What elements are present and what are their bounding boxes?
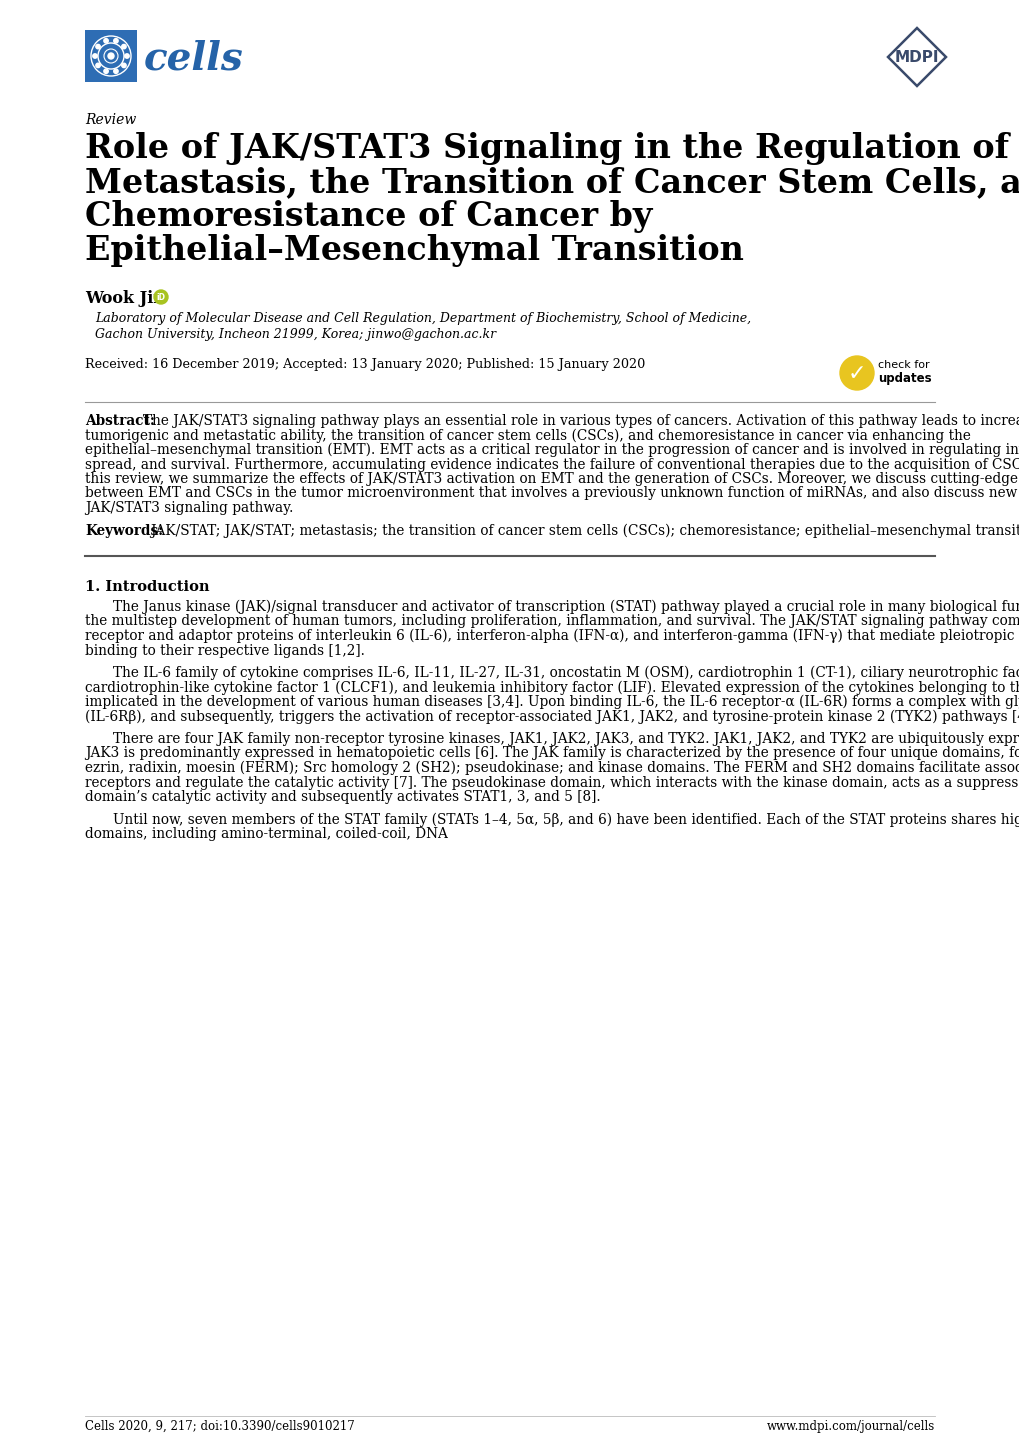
- Text: the multistep development of human tumors, including proliferation, inflammation: the multistep development of human tumor…: [85, 614, 1019, 629]
- Circle shape: [104, 39, 108, 43]
- Text: The Janus kinase (JAK)/signal transducer and activator of transcription (STAT) p: The Janus kinase (JAK)/signal transducer…: [113, 600, 1019, 614]
- Circle shape: [114, 39, 118, 43]
- Text: Abstract:: Abstract:: [85, 414, 155, 428]
- Circle shape: [104, 69, 108, 74]
- Text: Received: 16 December 2019; Accepted: 13 January 2020; Published: 15 January 202: Received: 16 December 2019; Accepted: 13…: [85, 358, 645, 371]
- Text: The JAK/STAT3 signaling pathway plays an essential role in various types of canc: The JAK/STAT3 signaling pathway plays an…: [143, 414, 1019, 428]
- Text: Chemoresistance of Cancer by: Chemoresistance of Cancer by: [85, 200, 652, 234]
- Text: JAK/STAT3 signaling pathway.: JAK/STAT3 signaling pathway.: [85, 500, 293, 515]
- Text: ezrin, radixin, moesin (FERM); Src homology 2 (SH2); pseudokinase; and kinase do: ezrin, radixin, moesin (FERM); Src homol…: [85, 761, 1019, 776]
- Text: cardiotrophin-like cytokine factor 1 (CLCF1), and leukemia inhibitory factor (LI: cardiotrophin-like cytokine factor 1 (CL…: [85, 681, 1019, 695]
- Text: iD: iD: [156, 293, 165, 301]
- Circle shape: [96, 45, 100, 49]
- Circle shape: [154, 290, 168, 304]
- Text: tumorigenic and metastatic ability, the transition of cancer stem cells (CSCs), : tumorigenic and metastatic ability, the …: [85, 428, 970, 443]
- Text: spread, and survival. Furthermore, accumulating evidence indicates the failure o: spread, and survival. Furthermore, accum…: [85, 457, 1019, 472]
- Text: Until now, seven members of the STAT family (STATs 1–4, 5α, 5β, and 6) have been: Until now, seven members of the STAT fam…: [113, 812, 1019, 826]
- Text: receptor and adaptor proteins of interleukin 6 (IL-6), interferon-alpha (IFN-α),: receptor and adaptor proteins of interle…: [85, 629, 1019, 643]
- Text: MDPI: MDPI: [894, 49, 938, 65]
- Circle shape: [96, 63, 100, 68]
- Text: cells: cells: [144, 39, 244, 76]
- Text: between EMT and CSCs in the tumor microenvironment that involves a previously un: between EMT and CSCs in the tumor microe…: [85, 486, 1019, 500]
- Circle shape: [93, 53, 97, 58]
- Circle shape: [108, 53, 114, 59]
- Text: binding to their respective ligands [1,2].: binding to their respective ligands [1,2…: [85, 643, 365, 658]
- Text: check for: check for: [877, 360, 928, 371]
- Text: Metastasis, the Transition of Cancer Stem Cells, and: Metastasis, the Transition of Cancer Ste…: [85, 166, 1019, 199]
- Text: Role of JAK/STAT3 Signaling in the Regulation of: Role of JAK/STAT3 Signaling in the Regul…: [85, 133, 1008, 164]
- Circle shape: [124, 53, 129, 58]
- Text: receptors and regulate the catalytic activity [7]. The pseudokinase domain, whic: receptors and regulate the catalytic act…: [85, 776, 1019, 790]
- Text: implicated in the development of various human diseases [3,4]. Upon binding IL-6: implicated in the development of various…: [85, 695, 1019, 709]
- Text: Epithelial–Mesenchymal Transition: Epithelial–Mesenchymal Transition: [85, 234, 743, 267]
- Text: (IL-6Rβ), and subsequently, triggers the activation of receptor-associated JAK1,: (IL-6Rβ), and subsequently, triggers the…: [85, 709, 1019, 724]
- Text: www.mdpi.com/journal/cells: www.mdpi.com/journal/cells: [766, 1420, 934, 1433]
- Text: 1. Introduction: 1. Introduction: [85, 580, 209, 594]
- Text: JAK/STAT; JAK/STAT; metastasis; the transition of cancer stem cells (CSCs); chem: JAK/STAT; JAK/STAT; metastasis; the tran…: [150, 523, 1019, 538]
- Text: this review, we summarize the effects of JAK/STAT3 activation on EMT and the gen: this review, we summarize the effects of…: [85, 472, 1019, 486]
- Text: Wook Jin: Wook Jin: [85, 290, 165, 307]
- Text: Cells 2020, 9, 217; doi:10.3390/cells9010217: Cells 2020, 9, 217; doi:10.3390/cells901…: [85, 1420, 355, 1433]
- Circle shape: [114, 69, 118, 74]
- Text: There are four JAK family non-receptor tyrosine kinases, JAK1, JAK2, JAK3, and T: There are four JAK family non-receptor t…: [113, 733, 1019, 746]
- Text: Gachon University, Incheon 21999, Korea; jinwo@gachon.ac.kr: Gachon University, Incheon 21999, Korea;…: [95, 327, 495, 340]
- Bar: [85, 30, 137, 82]
- Circle shape: [840, 356, 873, 389]
- Text: Laboratory of Molecular Disease and Cell Regulation, Department of Biochemistry,: Laboratory of Molecular Disease and Cell…: [95, 311, 750, 324]
- Circle shape: [121, 63, 126, 68]
- Text: Review: Review: [85, 112, 137, 127]
- Text: ✓: ✓: [847, 363, 865, 384]
- Text: JAK3 is predominantly expressed in hematopoietic cells [6]. The JAK family is ch: JAK3 is predominantly expressed in hemat…: [85, 747, 1019, 760]
- Text: domain’s catalytic activity and subsequently activates STAT1, 3, and 5 [8].: domain’s catalytic activity and subseque…: [85, 790, 600, 805]
- Text: updates: updates: [877, 372, 930, 385]
- Text: Keywords:: Keywords:: [85, 523, 163, 538]
- Text: epithelial–mesenchymal transition (EMT). EMT acts as a critical regulator in the: epithelial–mesenchymal transition (EMT).…: [85, 443, 1019, 457]
- Text: The IL-6 family of cytokine comprises IL-6, IL-11, IL-27, IL-31, oncostatin M (O: The IL-6 family of cytokine comprises IL…: [113, 666, 1019, 681]
- Text: domains, including amino-terminal, coiled-coil, DNA: domains, including amino-terminal, coile…: [85, 828, 447, 841]
- Circle shape: [121, 45, 126, 49]
